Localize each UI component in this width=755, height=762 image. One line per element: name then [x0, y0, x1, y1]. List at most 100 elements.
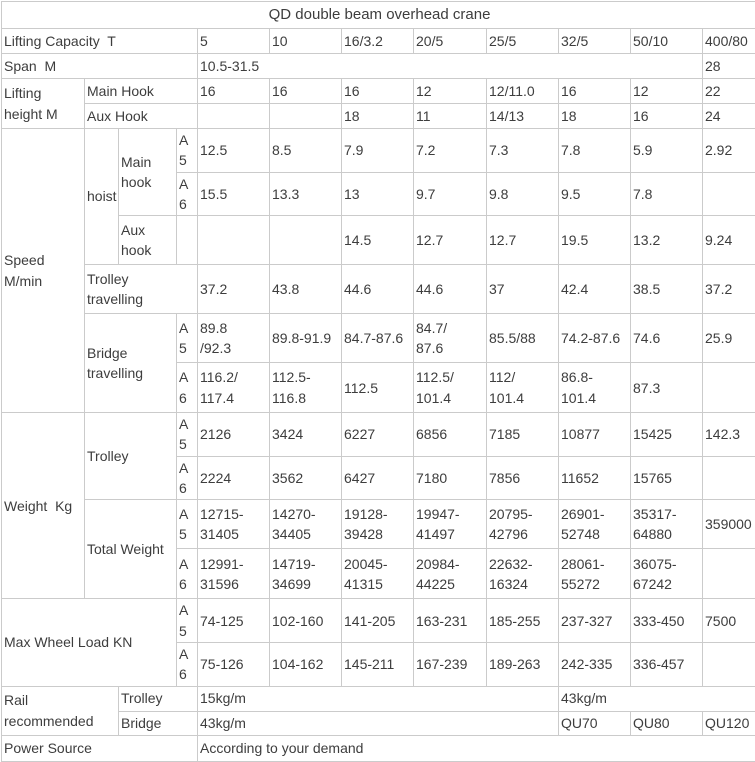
spec-cell: [198, 104, 270, 129]
spec-cell: 35317- 64880: [631, 500, 703, 549]
spec-cell: 189-263: [487, 642, 559, 686]
row-label-power-source: Power Source: [2, 735, 198, 761]
spec-cell: 8.5: [270, 129, 342, 173]
spec-cell: 116.2/ 117.4: [198, 363, 270, 413]
row-label-bridge-travelling: Bridge travelling: [85, 314, 177, 413]
table-row: QD double beam overhead crane: [2, 2, 755, 29]
spec-cell: 7856: [487, 456, 559, 500]
spec-cell: 12.5: [198, 129, 270, 173]
row-label-lifting-capacity: Lifting Capacity T: [2, 29, 198, 54]
spec-cell: 102-160: [270, 599, 342, 643]
spec-cell: 237-327: [559, 599, 631, 643]
grade-label: A5: [177, 599, 198, 643]
spec-cell: 42.4: [559, 265, 631, 314]
row-label-aux-hook: Aux Hook: [85, 104, 198, 129]
grade-label: A6: [177, 549, 198, 599]
spec-cell: 11652: [559, 456, 631, 500]
spec-cell: 12991- 31596: [198, 549, 270, 599]
grade-label: A6: [177, 172, 198, 216]
spec-cell: 112.5: [342, 363, 414, 413]
spec-cell: 84.7-87.6: [342, 314, 414, 363]
spec-cell: [177, 216, 198, 265]
spec-cell: 16/3.2: [342, 29, 414, 54]
spec-cell: 18: [342, 104, 414, 129]
spec-cell: 336-457: [631, 642, 703, 686]
spec-cell: 10.5-31.5: [198, 54, 703, 79]
spec-cell: 84.7/ 87.6: [414, 314, 487, 363]
spec-cell: 20795- 42796: [487, 500, 559, 549]
spec-cell: 44.6: [342, 265, 414, 314]
spec-cell: 43kg/m: [198, 711, 559, 735]
spec-cell: 359000: [703, 500, 755, 549]
spec-cell: 9.7: [414, 172, 487, 216]
row-label-max-wheel-load: Max Wheel Load KN: [2, 599, 177, 686]
spec-cell: 12/11.0: [487, 79, 559, 104]
spec-cell: 19.5: [559, 216, 631, 265]
spec-cell: 333-450: [631, 599, 703, 643]
spec-cell: 104-162: [270, 642, 342, 686]
spec-cell: 37: [487, 265, 559, 314]
spec-cell: 14719- 34699: [270, 549, 342, 599]
row-label-weight-trolley: Trolley: [85, 413, 177, 500]
spec-cell: 87.3: [631, 363, 703, 413]
spec-cell: 32/5: [559, 29, 631, 54]
grade-label: A5: [177, 129, 198, 173]
spec-cell: 13.3: [270, 172, 342, 216]
spec-cell: 6856: [414, 413, 487, 457]
spec-cell: 11: [414, 104, 487, 129]
spec-cell: 2126: [198, 413, 270, 457]
spec-cell: 16: [198, 79, 270, 104]
spec-cell: 12715- 31405: [198, 500, 270, 549]
spec-cell: 89.8-91.9: [270, 314, 342, 363]
row-label-span: Span M: [2, 54, 198, 79]
spec-cell: 142.3: [703, 413, 755, 457]
spec-cell: 7.2: [414, 129, 487, 173]
spec-cell: 22632- 16324: [487, 549, 559, 599]
spec-cell: 6227: [342, 413, 414, 457]
spec-cell: 74-125: [198, 599, 270, 643]
row-label-trolley-travelling: Trolley travelling: [85, 265, 198, 314]
row-label-rail-bridge: Bridge: [119, 711, 198, 735]
spec-cell: [270, 104, 342, 129]
spec-cell: 112/ 101.4: [487, 363, 559, 413]
spec-cell: 15765: [631, 456, 703, 500]
spec-cell: 36075- 67242: [631, 549, 703, 599]
spec-cell: 16: [270, 79, 342, 104]
spec-cell: QU80: [631, 711, 703, 735]
spec-cell: 44.6: [414, 265, 487, 314]
spec-cell: [703, 172, 755, 216]
row-label-total-weight: Total Weight: [85, 500, 177, 599]
spec-cell: 7.8: [631, 172, 703, 216]
spec-cell: 74.2-87.6: [559, 314, 631, 363]
spec-cell: 242-335: [559, 642, 631, 686]
table-title: QD double beam overhead crane: [2, 2, 755, 29]
grade-label: A5: [177, 500, 198, 549]
row-label-weight: Weight Kg: [2, 413, 85, 599]
spec-cell: 2224: [198, 456, 270, 500]
spec-cell: 9.5: [559, 172, 631, 216]
spec-cell: 112.5- 116.8: [270, 363, 342, 413]
spec-cell: 12.7: [487, 216, 559, 265]
spec-cell: 24: [703, 104, 755, 129]
spec-cell: 13.2: [631, 216, 703, 265]
grade-label: A5: [177, 314, 198, 363]
spec-cell: 9.8: [487, 172, 559, 216]
spec-cell: 25.9: [703, 314, 755, 363]
spec-cell: 12.7: [414, 216, 487, 265]
spec-cell: 25/5: [487, 29, 559, 54]
spec-cell: 74.6: [631, 314, 703, 363]
spec-cell: 7.9: [342, 129, 414, 173]
spec-cell: 10877: [559, 413, 631, 457]
spec-cell: [703, 363, 755, 413]
spec-cell: 50/10: [631, 29, 703, 54]
spec-cell: 16: [559, 79, 631, 104]
spec-cell: 2.92: [703, 129, 755, 173]
